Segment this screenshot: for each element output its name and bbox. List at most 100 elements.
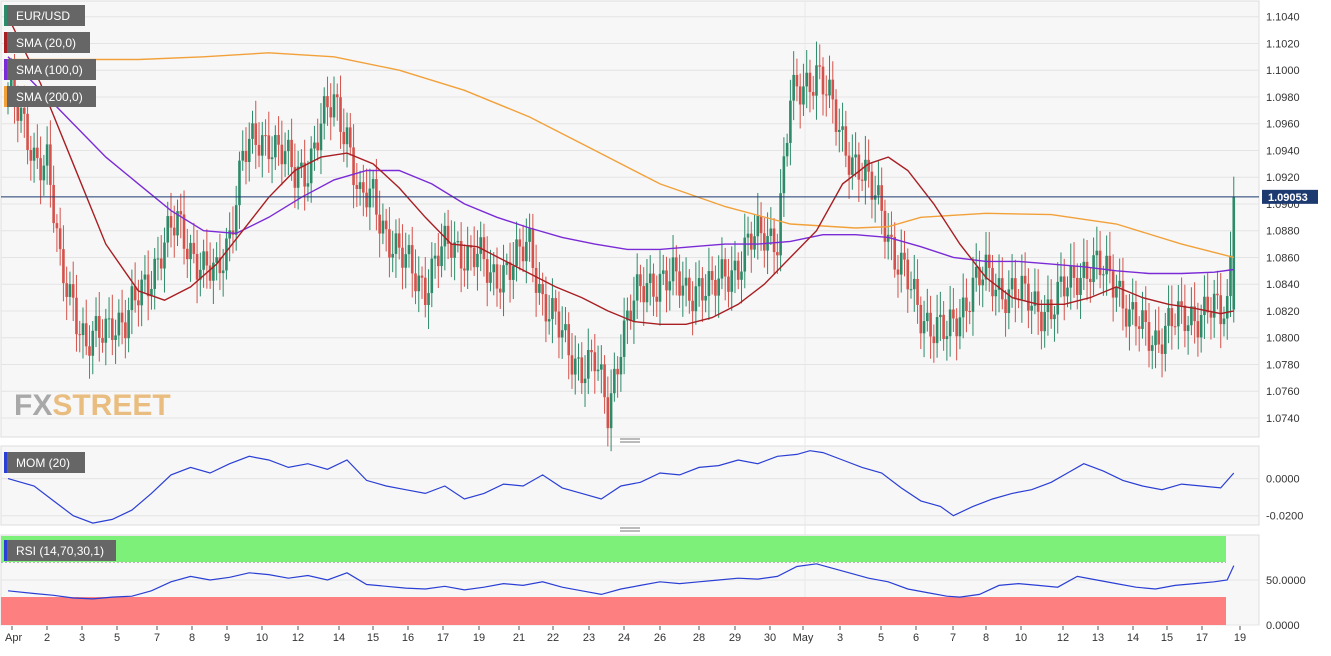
candle-body — [257, 144, 261, 156]
candle-body — [772, 228, 776, 253]
candle-body — [603, 364, 606, 398]
candle-body — [1144, 310, 1148, 323]
price-tick-label: 1.0940 — [1266, 145, 1300, 157]
candle-body — [218, 257, 222, 274]
candle-body — [531, 228, 535, 268]
candle-body — [880, 185, 883, 211]
time-tick-label: 14 — [1127, 632, 1139, 644]
pane-resize-handle-1[interactable] — [620, 438, 640, 443]
candle-body — [1085, 261, 1089, 279]
candle-body — [58, 228, 62, 250]
candle-body — [65, 283, 68, 297]
candle-body — [482, 237, 486, 260]
candle-body — [626, 310, 629, 321]
candle-body — [792, 74, 795, 101]
candle-body — [838, 129, 841, 132]
legend-sma-100[interactable]: SMA (100,0) — [4, 59, 96, 80]
time-tick-label: 3 — [79, 632, 85, 644]
candle-body — [1043, 312, 1046, 332]
candle-body — [1027, 283, 1030, 311]
watermark-prefix: FX — [14, 389, 52, 422]
candle-body — [446, 225, 450, 244]
candle-body — [727, 276, 730, 292]
candle-body — [828, 79, 831, 96]
candle-body — [352, 147, 355, 186]
candle-body — [430, 258, 434, 294]
candle-body — [815, 65, 818, 96]
candle-body — [244, 151, 248, 162]
candle-body — [580, 357, 584, 384]
candle-body — [463, 268, 466, 271]
pane-resize-handle-2[interactable] — [620, 527, 640, 532]
time-axis: Apr 2 3 5 7 8 9 10 12 14 15 16 17 19 21 22 23 24 26 28 29 30 M… — [5, 626, 1246, 644]
candle-body — [1053, 314, 1056, 320]
candle-body — [394, 233, 398, 254]
candle-body — [678, 271, 681, 296]
candle-body — [512, 266, 515, 280]
candle-body — [326, 96, 329, 108]
candle-body — [903, 252, 906, 260]
candle-body — [1082, 261, 1086, 278]
candle-body — [1033, 291, 1037, 306]
candle-body — [720, 259, 724, 279]
candle-body — [186, 248, 189, 260]
candle-body — [688, 277, 691, 301]
candle-body — [756, 216, 760, 237]
momentum-tick-label: -0.0200 — [1266, 511, 1303, 523]
candle-body — [1046, 299, 1050, 313]
candle-body — [916, 278, 919, 305]
momentum-panel[interactable] — [0, 445, 1260, 526]
candle-body — [290, 139, 293, 168]
momentum-axis: 0.0000 -0.0200 — [1266, 474, 1303, 523]
legend-sma-200-label: SMA (200,0) — [16, 90, 83, 104]
candle-body — [661, 270, 665, 274]
candle-body — [23, 107, 26, 114]
candle-body — [156, 258, 160, 260]
candle-body — [502, 265, 505, 293]
candle-body — [283, 151, 287, 165]
rsi-label[interactable]: RSI (14,70,30,1) — [4, 540, 116, 561]
candle-body — [492, 264, 496, 273]
candle-body — [733, 260, 737, 271]
candle-body — [899, 252, 903, 275]
candle-body — [534, 267, 538, 293]
candle-body — [1206, 296, 1209, 313]
candle-body — [440, 246, 443, 267]
symbol-label[interactable]: EUR/USD — [4, 5, 85, 26]
candle-body — [851, 157, 854, 175]
candle-body — [423, 277, 427, 305]
candle-body — [1124, 308, 1128, 327]
legend-sma-20[interactable]: SMA (20,0) — [4, 32, 90, 53]
candle-body — [300, 162, 303, 167]
candle-body — [120, 312, 124, 323]
time-tick-label: 19 — [1234, 632, 1246, 644]
time-tick-label: Apr — [5, 632, 22, 644]
candle-body — [391, 253, 394, 258]
candle-body — [1212, 293, 1216, 318]
price-tick-label: 1.1020 — [1266, 38, 1300, 50]
candle-body — [795, 74, 799, 87]
time-tick-label: 17 — [437, 632, 449, 644]
candle-body — [1004, 299, 1007, 314]
candle-body — [489, 272, 492, 283]
candle-body — [616, 368, 619, 375]
rsi-label-text: RSI (14,70,30,1) — [16, 544, 104, 558]
candle-body — [401, 247, 404, 268]
candle-body — [567, 324, 571, 356]
time-tick-label: 8 — [189, 632, 195, 644]
candle-body — [247, 138, 251, 162]
candle-body — [935, 317, 939, 344]
candle-body — [877, 185, 880, 196]
price-panel[interactable] — [0, 0, 1260, 438]
candle-body — [593, 352, 597, 372]
candle-body — [1075, 277, 1079, 295]
candle-body — [179, 211, 183, 215]
legend-sma-200[interactable]: SMA (200,0) — [4, 86, 96, 107]
candle-body — [313, 142, 316, 149]
candle-body — [215, 257, 218, 263]
candle-body — [648, 273, 652, 284]
candle-body — [414, 273, 417, 292]
candle-body — [1066, 287, 1069, 297]
candle-body — [717, 278, 720, 296]
momentum-label[interactable]: MOM (20) — [4, 452, 85, 473]
